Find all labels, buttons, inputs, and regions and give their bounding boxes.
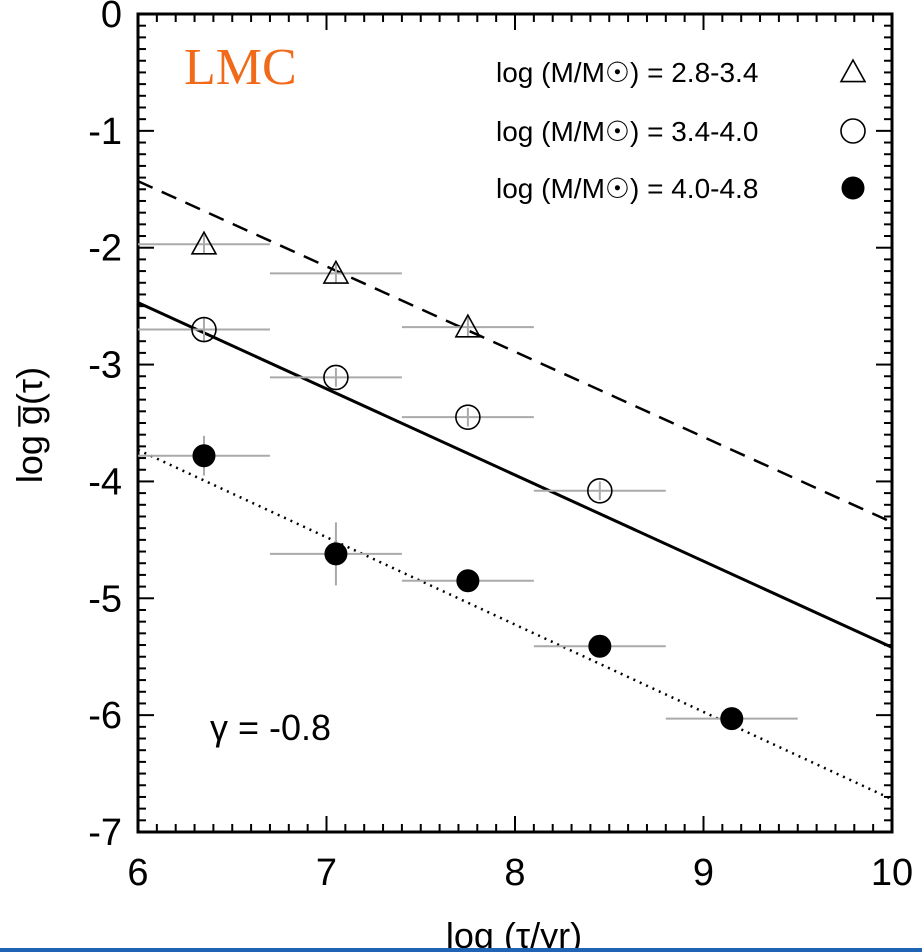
fit-lines [137,179,893,801]
y-tick-label: -5 [88,578,122,620]
bottom-border [0,948,922,952]
legend: log (M/M☉) = 2.8-3.4 log (M/M☉) = 3.4-4.0… [496,57,867,204]
data-point [323,364,349,391]
error-bars [138,234,798,725]
data-point [588,634,612,658]
data-point [454,313,482,338]
data-point [324,542,348,566]
y-axis-title: log g̅(τ) [9,367,50,483]
data-point [191,316,217,343]
data-point [190,230,218,255]
y-tick-label: -4 [88,461,122,503]
data-point [192,444,216,468]
gamma-annotation: γ = -0.8 [210,707,331,748]
x-tick-label: 10 [871,852,913,894]
y-tick-label: -1 [88,111,122,153]
data-point [720,707,744,731]
y-tick-label: -7 [88,812,122,854]
legend-entry-label: log (M/M☉) = 3.4-4.0 [496,116,758,147]
x-tick-label: 7 [316,852,337,894]
legend-entry-label: log (M/M☉) = 2.8-3.4 [496,57,758,88]
data-point [322,259,350,284]
x-tick-label: 6 [127,852,148,894]
fit-line-dashed [137,179,893,524]
y-tick-label: -2 [88,228,122,270]
y-axis-ticks: 0 -1 -2 -3 -4 -5 -6 -7 [88,0,892,854]
legend-entry-label: log (M/M☉) = 4.0-4.8 [496,173,758,204]
x-axis-title: log (τ/yr) [446,915,582,952]
legend-marker [839,58,867,83]
legend-marker [840,118,866,144]
x-axis-ticks: 6 7 8 9 10 [127,14,913,894]
data-point [455,404,481,430]
fit-line-solid [137,301,893,649]
y-tick-label: 0 [101,0,122,36]
data-markers [190,230,744,731]
legend-marker [841,176,865,200]
y-tick-label: -3 [88,345,122,387]
data-point [456,569,480,593]
panel-label: LMC [184,39,297,96]
data-point [587,477,613,504]
x-tick-label: 8 [504,852,525,894]
x-tick-label: 9 [693,852,714,894]
y-tick-label: -6 [88,695,122,737]
